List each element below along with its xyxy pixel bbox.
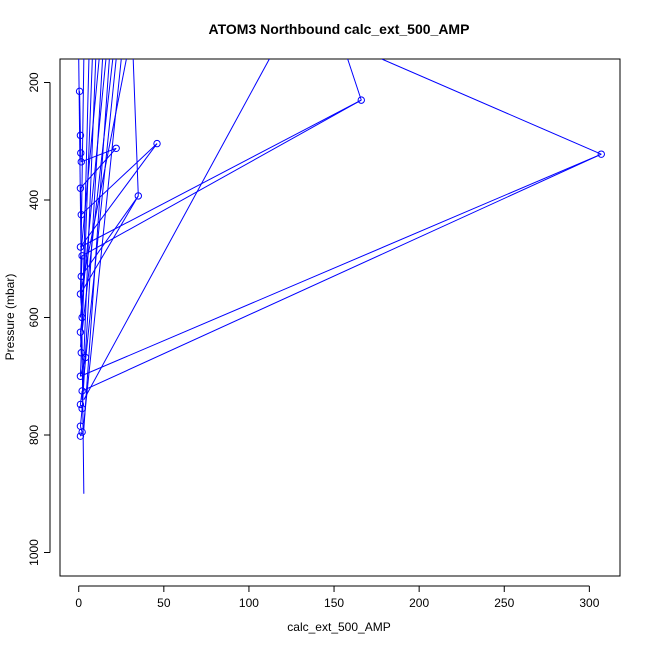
data-point [81,353,90,362]
data-point [78,404,86,413]
series-line [81,153,602,392]
series-line [80,99,362,248]
plot-area [75,59,605,494]
x-tick-label: 50 [157,596,171,610]
series-segment [79,59,93,377]
data-point [76,400,85,409]
plot-frame [59,58,621,577]
y-tick-label: 600 [27,307,41,327]
data-point [75,87,84,96]
series-line [79,431,83,437]
data-point [78,252,86,260]
series-line [81,147,117,163]
x-tick-label: 200 [409,596,429,610]
y-tick-label: 400 [27,190,41,210]
data-point [153,139,161,148]
data-point [76,432,85,440]
data-point [76,372,85,380]
data-point [77,158,85,166]
series-line [81,99,362,257]
series-line [80,153,602,377]
series-segment [79,59,107,318]
series-segment [79,59,127,295]
data-point [77,210,85,219]
data-point [76,184,85,192]
data-point [77,349,85,357]
series-line [79,188,82,215]
series-line [80,143,158,216]
data-point [76,131,85,140]
y-tick-label: 1000 [27,539,41,566]
series-line [79,195,139,295]
series-line [79,404,83,409]
data-point [78,387,86,395]
series-segment [83,59,270,400]
series-segment [83,59,110,430]
axes: 0 50 100 150 200 250 300 200 400 600 800 1000 [27,58,621,610]
x-axis-label: calc_ext_500_AMP [287,620,390,634]
series-segment [81,59,117,394]
series-line [80,147,117,189]
y-tick-label: 200 [27,72,41,92]
series-line [80,152,82,162]
data-point [78,428,86,436]
data-point [357,96,365,104]
x-tick-label: 150 [324,596,344,610]
data-point [78,313,86,322]
data-point [112,144,120,153]
x-tick-label: 250 [494,596,514,610]
series-segment [132,59,139,196]
series-line [79,390,83,405]
series-line [79,317,83,333]
series-segment [79,59,114,347]
series-line [80,143,158,248]
data-point [134,192,142,200]
data-point [77,149,85,157]
data-point [77,272,85,281]
y-axis-label: Pressure (mbar) [3,274,17,361]
series-segment [83,59,122,424]
data-point [597,150,605,158]
series-segment [347,59,362,101]
series-line [79,91,81,136]
x-tick-label: 0 [75,596,82,610]
y-tick-label: 800 [27,425,41,445]
data-point [76,290,85,298]
data-point [76,243,85,251]
series-line [80,195,139,277]
chart-title: ATOM3 Northbound calc_ext_500_AMP [209,21,470,37]
x-tick-label: 300 [579,596,599,610]
data-point [76,328,85,336]
x-tick-label: 100 [239,596,259,610]
series-line [79,293,83,318]
series-segment [381,59,602,155]
